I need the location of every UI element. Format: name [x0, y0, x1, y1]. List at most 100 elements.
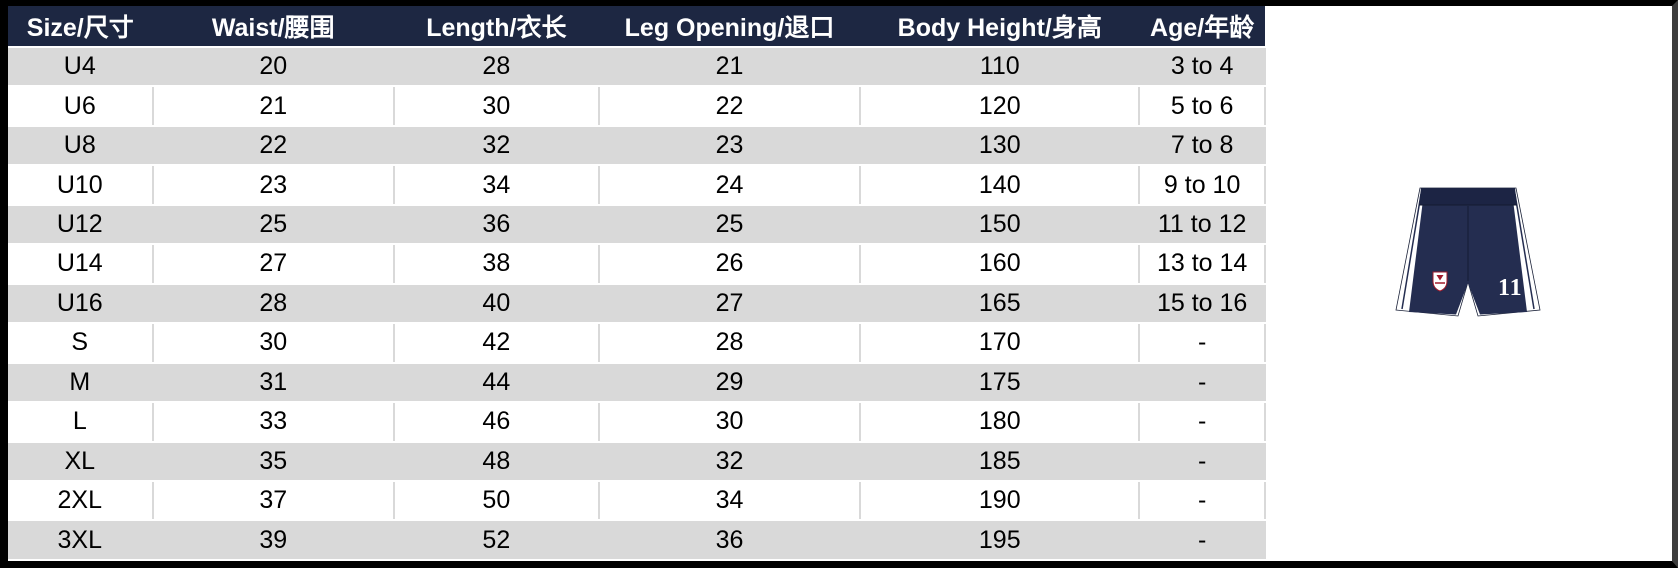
table-row: U16 28 40 27 165 15 to 16 — [8, 283, 1266, 325]
table-row: M 31 44 29 175- — [8, 362, 1266, 404]
cell-waist: 27 — [152, 244, 395, 285]
cell-size: U4 — [8, 47, 154, 88]
cell-body-height: 190 — [860, 480, 1141, 522]
table-row: U8 22 32 23 130 7 to 8 — [8, 125, 1266, 167]
cell-body-height: 180 — [860, 402, 1141, 443]
table-body: U4 20 28 21 110 3 to 4 U6 21 30 22 120 5 to 6 U8 22 32… — [8, 47, 1266, 561]
cell-size: U12 — [8, 204, 154, 246]
cell-leg-opening: 23 — [598, 125, 862, 167]
shorts-left-piping — [1401, 193, 1422, 310]
cell-body-height: 195 — [860, 520, 1141, 561]
cell-size: U8 — [8, 125, 154, 167]
cell-leg-opening: 34 — [598, 480, 862, 522]
cell-leg-opening: 26 — [598, 244, 862, 285]
header-row: Size/尺寸 Waist/腰围 Length/衣长 Leg Opening/退口 Bo… — [8, 6, 1265, 48]
cell-leg-opening: 36 — [598, 520, 862, 561]
table-row: XL 35 48 32 185- — [8, 441, 1266, 482]
cell-length: 40 — [393, 283, 600, 325]
cell-waist: 31 — [152, 362, 395, 404]
cell-length: 48 — [393, 441, 600, 482]
column-header-leg-opening: Leg Opening/退口 — [598, 6, 861, 48]
cell-waist: 20 — [152, 47, 395, 88]
cell-size: M — [8, 362, 154, 404]
cell-leg-opening: 24 — [598, 165, 862, 206]
cell-leg-opening: 22 — [598, 86, 862, 127]
cell-body-height: 165 — [860, 283, 1141, 325]
cell-body-height: 120 — [860, 86, 1141, 127]
cell-waist: 39 — [152, 520, 395, 561]
table-row: 3XL 39 52 36 195- — [8, 520, 1266, 561]
table-row: U12 25 36 25 150 11 to 12 — [8, 204, 1266, 246]
cell-age: 11 to 12 — [1139, 204, 1266, 246]
cell-age: - — [1139, 520, 1266, 561]
table-row: U4 20 28 21 110 3 to 4 — [8, 47, 1266, 88]
cell-length: 42 — [393, 323, 600, 364]
cell-waist: 37 — [152, 480, 395, 522]
cell-age: 5 to 6 — [1139, 86, 1266, 127]
table-row: U10 23 34 24 140 9 to 10 — [8, 165, 1266, 206]
cell-body-height: 150 — [860, 204, 1141, 246]
cell-size: U10 — [8, 165, 154, 206]
cell-body-height: 140 — [860, 165, 1141, 206]
cell-waist: 33 — [152, 402, 395, 443]
shorts-waistband — [1419, 188, 1517, 205]
cell-length: 32 — [393, 125, 600, 167]
cell-length: 50 — [393, 480, 600, 522]
cell-age: 7 to 8 — [1139, 125, 1266, 167]
cell-size: L — [8, 402, 154, 443]
table-row: 2XL 37 50 34 190- — [8, 480, 1266, 522]
size-chart-table: Size/尺寸 Waist/腰围 Length/衣长 Leg Opening/退口 Bo… — [8, 6, 1266, 561]
cell-length: 44 — [393, 362, 600, 404]
shorts-right-piping — [1514, 193, 1535, 310]
cell-size: U6 — [8, 86, 154, 127]
cell-leg-opening: 21 — [598, 47, 862, 88]
cell-leg-opening: 28 — [598, 323, 862, 364]
cell-waist: 25 — [152, 204, 395, 246]
cell-waist: 23 — [152, 165, 395, 206]
cell-body-height: 175 — [860, 362, 1141, 404]
size-chart: Size/尺寸 Waist/腰围 Length/衣长 Leg Opening/退口 Bo… — [8, 6, 1266, 561]
cell-length: 30 — [393, 86, 600, 127]
cell-leg-opening: 32 — [598, 441, 862, 482]
cell-leg-opening: 27 — [598, 283, 862, 325]
cell-length: 36 — [393, 204, 600, 246]
club-crest-icon — [1432, 271, 1448, 292]
table-row: U6 21 30 22 120 5 to 6 — [8, 86, 1266, 127]
cell-body-height: 110 — [860, 47, 1141, 88]
column-header-waist: Waist/腰围 — [152, 6, 394, 48]
cell-age: 13 to 14 — [1139, 244, 1266, 285]
cell-size: U14 — [8, 244, 154, 285]
cell-body-height: 160 — [860, 244, 1141, 285]
cell-age: - — [1139, 402, 1266, 443]
cell-length: 28 — [393, 47, 600, 88]
cell-size: 3XL — [8, 520, 154, 561]
cell-waist: 35 — [152, 441, 395, 482]
cell-body-height: 130 — [860, 125, 1141, 167]
column-header-length: Length/衣长 — [393, 6, 599, 48]
table-row: U14 27 38 26 160 13 to 14 — [8, 244, 1266, 285]
table-row: L 33 46 30 180- — [8, 402, 1266, 443]
cell-age: - — [1139, 362, 1266, 404]
cell-length: 34 — [393, 165, 600, 206]
cell-leg-opening: 29 — [598, 362, 862, 404]
cell-size: U16 — [8, 283, 154, 325]
cell-body-height: 185 — [860, 441, 1141, 482]
table-row: S 30 42 28 170- — [8, 323, 1266, 364]
cell-age: - — [1139, 480, 1266, 522]
cell-age: - — [1139, 323, 1266, 364]
cell-waist: 30 — [152, 323, 395, 364]
cell-leg-opening: 30 — [598, 402, 862, 443]
cell-age: - — [1139, 441, 1266, 482]
shorts-product-image: 11 — [1395, 187, 1541, 317]
cell-age: 3 to 4 — [1139, 47, 1266, 88]
cell-waist: 28 — [152, 283, 395, 325]
cell-age: 9 to 10 — [1139, 165, 1266, 206]
column-header-body-height: Body Height/身高 — [860, 6, 1140, 48]
cell-body-height: 170 — [860, 323, 1141, 364]
cell-waist: 22 — [152, 125, 395, 167]
cell-leg-opening: 25 — [598, 204, 862, 246]
cell-waist: 21 — [152, 86, 395, 127]
cell-size: S — [8, 323, 154, 364]
column-header-age: Age/年龄 — [1139, 6, 1265, 48]
